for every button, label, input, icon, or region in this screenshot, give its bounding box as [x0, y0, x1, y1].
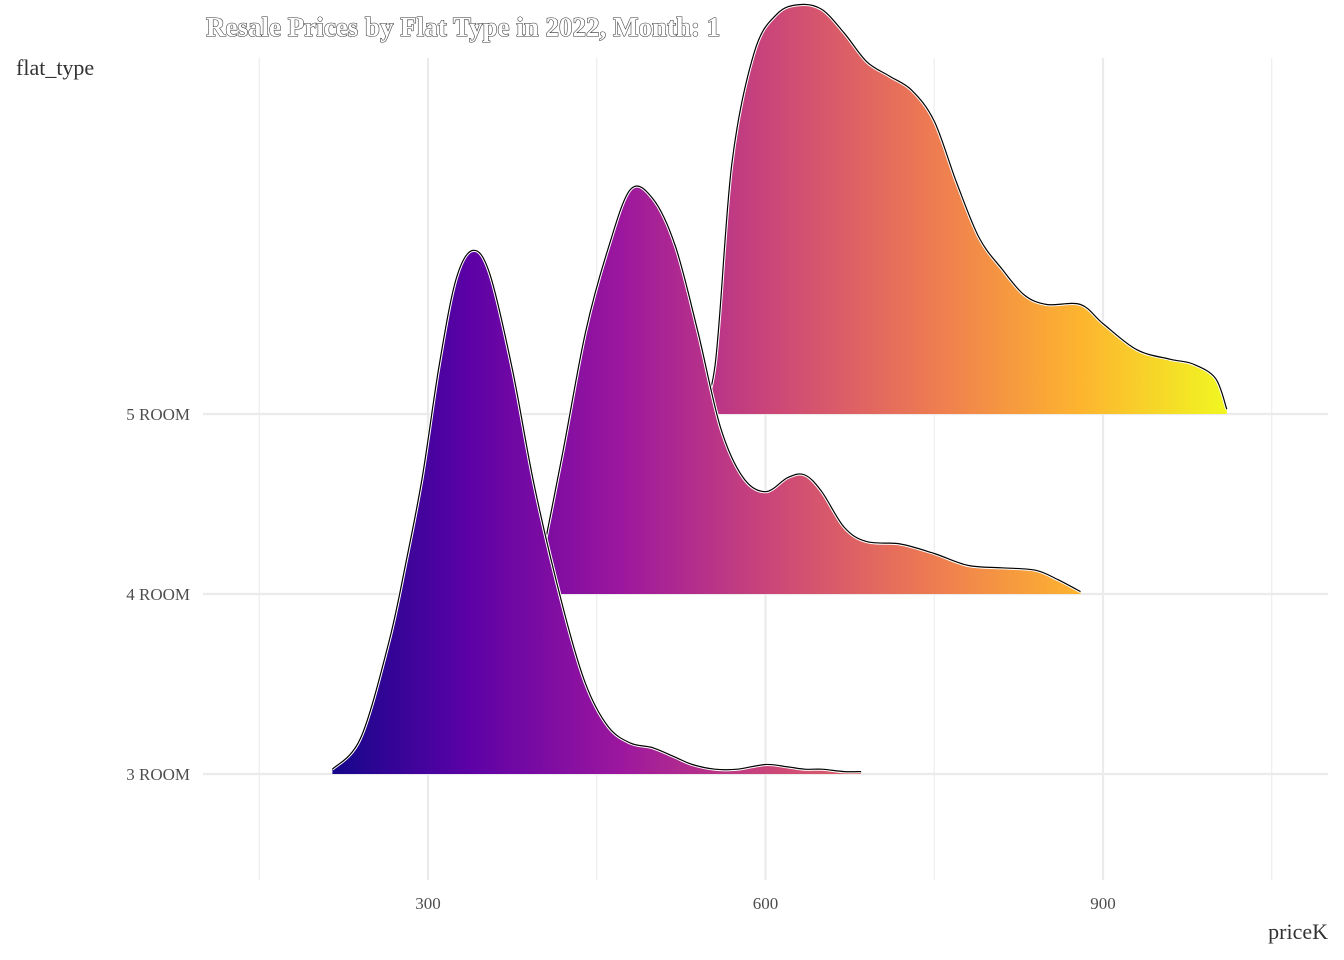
- x-tick-label: 900: [1090, 894, 1116, 913]
- y-axis-title: flat_type: [16, 55, 94, 80]
- ridge-outline: [331, 249, 862, 773]
- ridge-4-room: [533, 184, 1082, 595]
- ridge-area: [332, 250, 862, 774]
- ridge-outline: [697, 3, 1228, 415]
- x-tick-label: 600: [753, 894, 779, 913]
- ridge-outline: [534, 185, 1081, 595]
- chart-title: Resale Prices by Flat Type in 2022, Mont…: [206, 12, 720, 42]
- ridges: [331, 2, 1229, 774]
- ridge-3-room: [331, 248, 862, 774]
- ridge-5-room: [696, 2, 1229, 415]
- x-axis-title: priceK: [1268, 919, 1328, 944]
- ridge-area: [698, 4, 1227, 414]
- y-tick-label: 5 ROOM: [126, 405, 190, 424]
- y-tick-label: 3 ROOM: [126, 765, 190, 784]
- x-tick-label: 300: [415, 894, 441, 913]
- axis-labels: 3 ROOM 4 ROOM 5 ROOM 300 600 900: [126, 405, 1116, 913]
- ridge-area: [534, 185, 1081, 594]
- y-tick-label: 4 ROOM: [126, 585, 190, 604]
